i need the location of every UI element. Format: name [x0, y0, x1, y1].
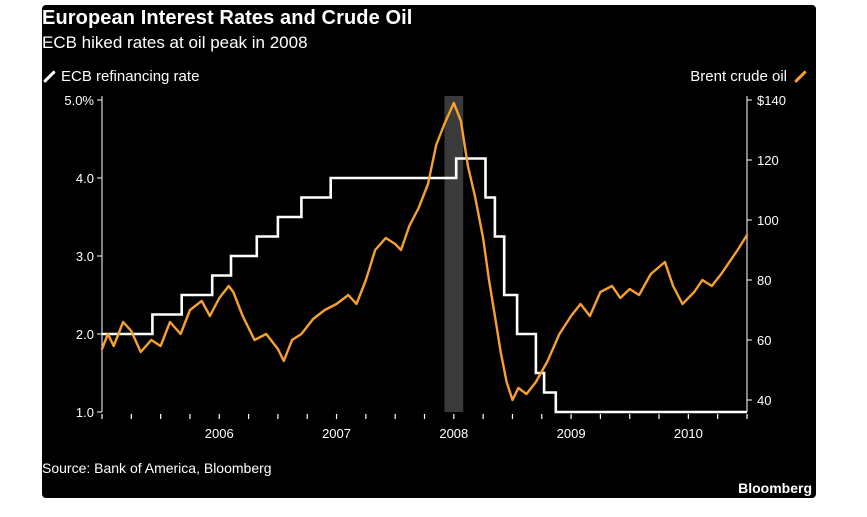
legend-left-label: ECB refinancing rate	[61, 68, 200, 85]
ecb-rate-line	[102, 157, 747, 414]
x-tick-label: 2010	[674, 426, 703, 441]
left-tick-label: 4.0	[76, 171, 94, 186]
x-tick-label: 2006	[205, 426, 234, 441]
left-tick-label: 2.0	[76, 327, 94, 342]
right-tick-label: $140	[757, 93, 786, 108]
chart-card: European Interest Rates and Crude Oil EC…	[42, 5, 816, 498]
chart-title: European Interest Rates and Crude Oil	[42, 7, 413, 29]
right-tick-label: 120	[757, 153, 779, 168]
legend-right-label: Brent crude oil	[690, 68, 787, 85]
brent-oil-line	[100, 101, 749, 402]
x-tick-label: 2008	[439, 426, 468, 441]
highlight-band	[444, 96, 464, 412]
right-tick-label: 80	[757, 273, 771, 288]
left-tick-label: 3.0	[76, 249, 94, 264]
chart-subtitle: ECB hiked rates at oil peak in 2008	[42, 33, 308, 52]
brand-logo: Bloomberg	[738, 480, 812, 496]
chart-svg: 5.0% 4.0 3.0 2.0 1.0 $140 120 100 80 60 40 2006 2007…	[64, 93, 786, 441]
legend-right: Brent crude oil	[690, 68, 806, 85]
right-tick-label: 60	[757, 333, 771, 348]
left-tick-label: 1.0	[76, 405, 94, 420]
source-note: Source: Bank of America, Bloomberg	[42, 460, 272, 476]
right-tick-label: 100	[757, 213, 779, 228]
series-layer	[100, 101, 749, 414]
x-tick-label: 2007	[322, 426, 351, 441]
x-tick-label: 2009	[557, 426, 586, 441]
left-tick-label: 5.0%	[64, 93, 94, 108]
right-tick-label: 40	[757, 393, 771, 408]
highlight-layer	[444, 96, 464, 412]
axis-layer: 5.0% 4.0 3.0 2.0 1.0 $140 120 100 80 60 40 2006 2007…	[64, 93, 786, 441]
legend-left: ECB refinancing rate	[42, 68, 199, 85]
